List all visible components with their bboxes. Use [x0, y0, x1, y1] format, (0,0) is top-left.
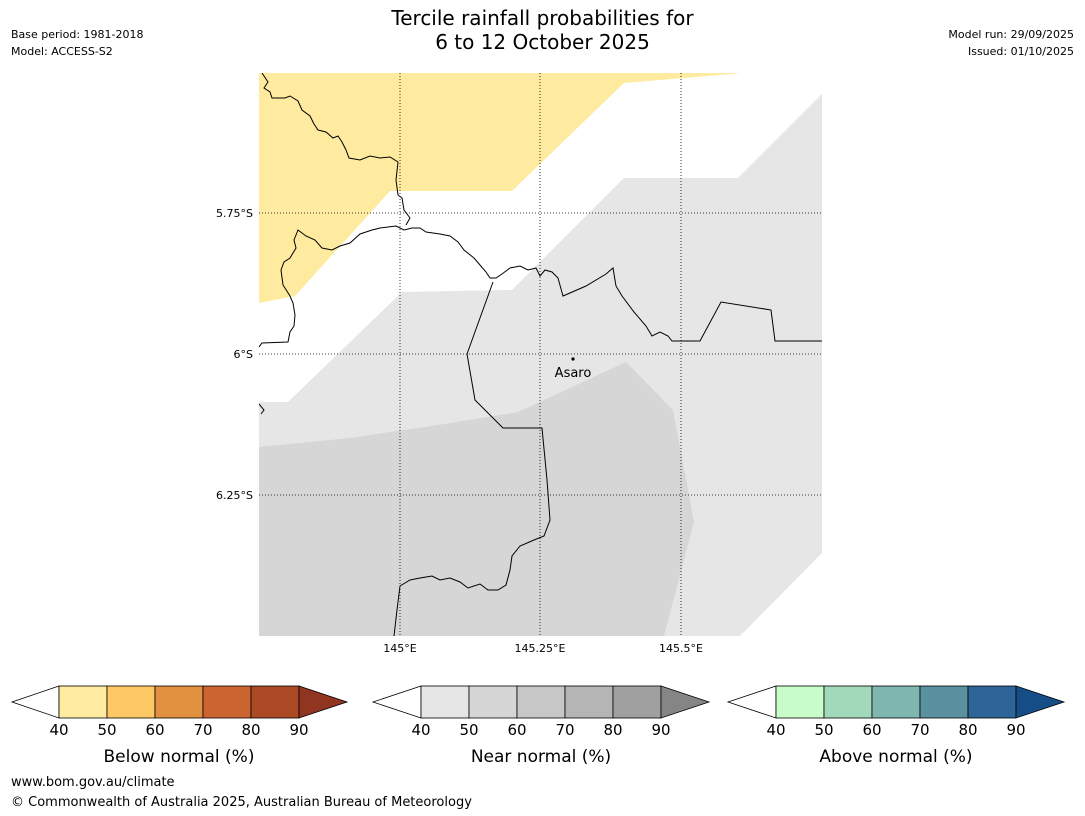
legend-near-swatch-over [660, 685, 711, 719]
legend-near-tick-90: 90 [651, 721, 670, 739]
legend-near-tick-70: 70 [555, 721, 574, 739]
lat-label-6-25: 6.25°S [216, 489, 253, 502]
legend-below-swatch-over [298, 685, 349, 719]
legend-near-tick-60: 60 [507, 721, 526, 739]
footer-url: www.bom.gov.au/climate [11, 775, 175, 790]
title-line-2: 6 to 12 October 2025 [435, 30, 650, 54]
graticule [259, 73, 822, 636]
asaro-marker [571, 357, 575, 361]
legend-above-tick-90: 90 [1006, 721, 1025, 739]
meta-right: Model run: 29/09/2025 Issued: 01/10/2025 [948, 26, 1074, 60]
legend-above-tick-40: 40 [766, 721, 785, 739]
legend-below-label: Below normal (%) [104, 747, 255, 767]
legend-above-swatch-under [726, 685, 777, 719]
legend-below-swatch-40-50 [58, 685, 108, 719]
issued-text: Issued: 01/10/2025 [967, 45, 1074, 58]
legend-below-normal: 40 50 60 70 80 90 Below normal (%) [10, 685, 349, 767]
asaro-label: Asaro [555, 366, 592, 381]
legend-below-swatch-70-80 [202, 685, 252, 719]
lon-label-145: 145°E [383, 642, 416, 655]
footer-copyright: © Commonwealth of Australia 2025, Austra… [11, 795, 472, 810]
coastline-north [261, 73, 411, 226]
legend-near-swatch-80-90 [612, 685, 662, 719]
model-text: Model: ACCESS-S2 [11, 45, 113, 58]
legend-below-tick-60: 60 [145, 721, 164, 739]
coastline-central [259, 225, 822, 348]
legend-above-tick-80: 80 [958, 721, 977, 739]
legend-below-swatch-50-60 [106, 685, 156, 719]
legend-above-swatch-80-90 [967, 685, 1017, 719]
legend-below-tick-70: 70 [193, 721, 212, 739]
legend-below-tick-90: 90 [289, 721, 308, 739]
legend-below-swatch-60-70 [154, 685, 204, 719]
base-period-text: Base period: 1981-2018 [11, 28, 144, 41]
legend-near-swatch-60-70 [516, 685, 566, 719]
lon-label-145-25: 145.25°E [515, 642, 566, 655]
legend-near-label: Near normal (%) [471, 747, 611, 767]
coastline-west-fragment [259, 403, 265, 415]
below-normal-40-50-region [259, 73, 742, 303]
legend-near-tick-50: 50 [459, 721, 478, 739]
lon-label-145-5: 145.5°E [659, 642, 703, 655]
legend-below-swatch-under [10, 685, 60, 719]
near-normal-50-60-region [259, 362, 694, 636]
model-run-text: Model run: 29/09/2025 [948, 28, 1074, 41]
legend-above-swatch-70-80 [919, 685, 969, 719]
map-panel [259, 73, 822, 636]
lat-label-6: 6°S [234, 348, 253, 361]
legend-above-tick-50: 50 [814, 721, 833, 739]
axis-labels: 5.75°S 6°S 6.25°S 145°E 145.25°E 145.5°E [216, 207, 703, 655]
legend-near-swatch-50-60 [468, 685, 518, 719]
legend-below-tick-50: 50 [97, 721, 116, 739]
legend-below-swatch-80-90 [250, 685, 300, 719]
legend-near-tick-80: 80 [603, 721, 622, 739]
meta-left: Base period: 1981-2018 Model: ACCESS-S2 [11, 26, 143, 60]
legend-above-swatch-40-50 [775, 685, 825, 719]
legend-above-normal: 40 50 60 70 80 90 Above normal (%) [726, 685, 1066, 767]
legend-below-tick-40: 40 [49, 721, 68, 739]
page-title: Tercile rainfall probabilities for 6 to … [0, 6, 1085, 54]
legend-near-swatch-under [371, 685, 422, 719]
legend-above-swatch-over [1015, 685, 1066, 719]
legend-above-tick-70: 70 [910, 721, 929, 739]
province-border [393, 281, 551, 636]
legend-below-tick-80: 80 [241, 721, 260, 739]
legend-above-label: Above normal (%) [819, 747, 972, 767]
title-line-1: Tercile rainfall probabilities for [391, 6, 694, 30]
legend-above-tick-60: 60 [862, 721, 881, 739]
legend-above-swatch-60-70 [871, 685, 921, 719]
legend-near-tick-40: 40 [411, 721, 430, 739]
legend-near-normal: 40 50 60 70 80 90 Near normal (%) [371, 685, 711, 767]
lat-label-5-75: 5.75°S [216, 207, 253, 220]
legend-near-swatch-40-50 [420, 685, 470, 719]
legend-above-swatch-50-60 [823, 685, 873, 719]
legend-near-swatch-70-80 [564, 685, 614, 719]
